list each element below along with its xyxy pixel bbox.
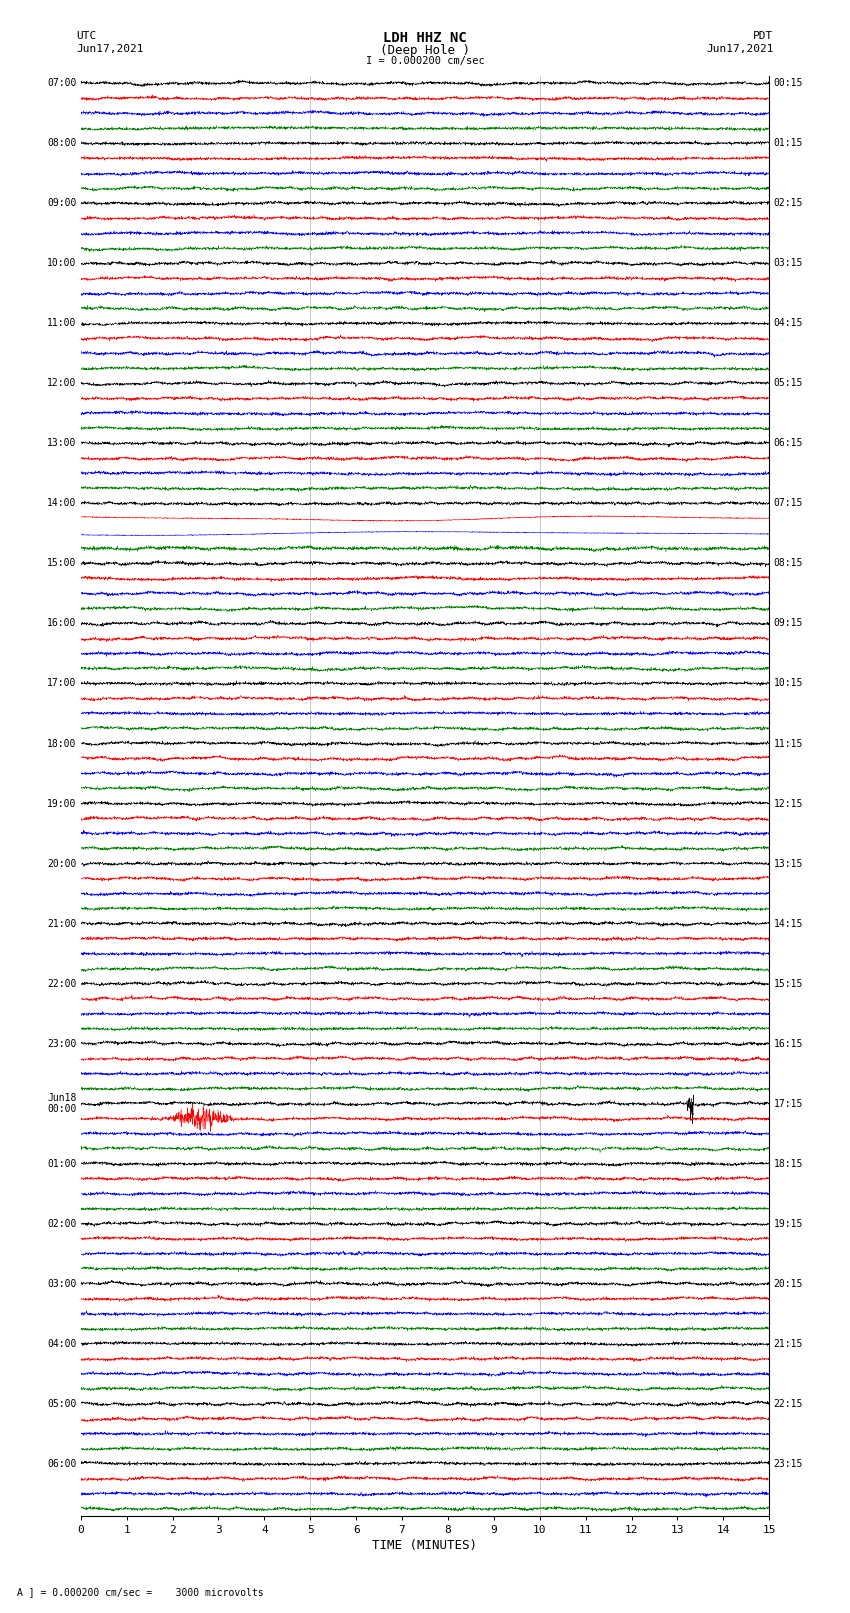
- Text: A ] = 0.000200 cm/sec =    3000 microvolts: A ] = 0.000200 cm/sec = 3000 microvolts: [17, 1587, 264, 1597]
- Text: I = 0.000200 cm/sec: I = 0.000200 cm/sec: [366, 56, 484, 66]
- Text: UTC: UTC: [76, 31, 97, 40]
- Text: (Deep Hole ): (Deep Hole ): [380, 44, 470, 56]
- Text: PDT: PDT: [753, 31, 774, 40]
- Text: Jun17,2021: Jun17,2021: [76, 44, 144, 53]
- Text: Jun17,2021: Jun17,2021: [706, 44, 774, 53]
- Text: LDH HHZ NC: LDH HHZ NC: [383, 31, 467, 45]
- X-axis label: TIME (MINUTES): TIME (MINUTES): [372, 1539, 478, 1552]
